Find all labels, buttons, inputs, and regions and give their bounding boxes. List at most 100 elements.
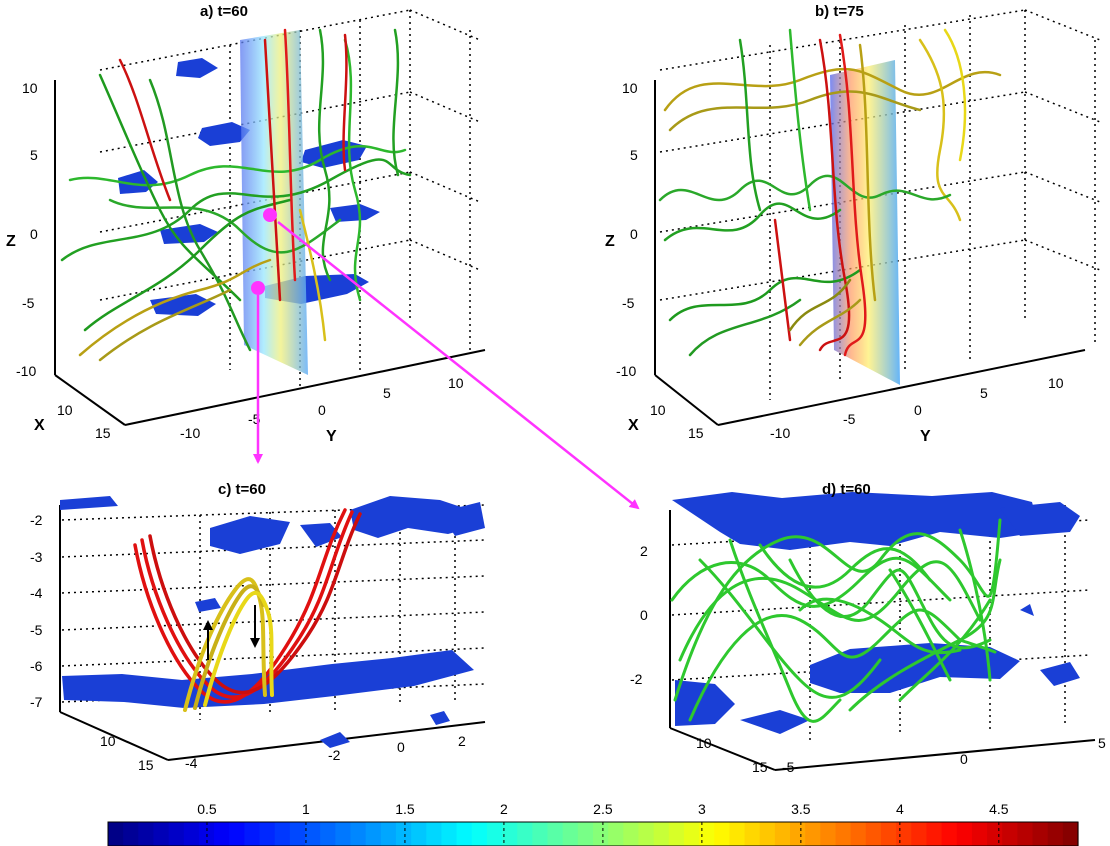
colorbar-segment xyxy=(805,822,821,846)
panel-d-z-tick: -2 xyxy=(630,671,643,687)
colorbar-segment xyxy=(744,822,761,846)
colorbar-segment xyxy=(214,822,230,846)
colorbar-tick-label: 3.5 xyxy=(791,801,811,817)
colorbar-segment xyxy=(395,822,412,846)
colorbar-segment xyxy=(941,822,958,846)
colorbar-segment xyxy=(987,822,1003,846)
colorbar-segment xyxy=(471,822,488,846)
panel-b-z-tick: -10 xyxy=(616,363,636,379)
panel-a: a) t=60 10 5 0 -5 -10 10 15 -10 -5 0 5 1… xyxy=(6,3,486,445)
panel-d-y-tick: -5 xyxy=(782,759,795,775)
colorbar-tick-label: 3 xyxy=(698,801,706,817)
colorbar-segment xyxy=(1032,822,1049,846)
panel-b-z-tick: 0 xyxy=(630,226,638,242)
colorbar-segment xyxy=(244,822,261,846)
colorbar-ticks: 0.5 1 1.5 2 2.5 3 3.5 4 4.5 xyxy=(197,801,1009,846)
panel-a-z-tick: 5 xyxy=(30,147,38,163)
colorbar-segment xyxy=(1002,822,1018,846)
panel-a-z-tick: -5 xyxy=(22,295,35,311)
colorbar-segment xyxy=(911,822,928,846)
colorbar-segment xyxy=(380,822,397,846)
colorbar-segment xyxy=(623,822,640,846)
panel-b-x-tick: 10 xyxy=(650,402,666,418)
panel-d: d) t=60 2 0 -2 10 15 -5 0 5 xyxy=(630,481,1106,775)
colorbar-tick-label: 4.5 xyxy=(989,801,1009,817)
panel-d-y-tick: 0 xyxy=(960,751,968,767)
colorbar-segment xyxy=(153,822,170,846)
panel-a-y-tick: 0 xyxy=(318,402,326,418)
panel-c-y-tick: 0 xyxy=(397,739,405,755)
colorbar-segment xyxy=(699,822,715,846)
colorbar-segment xyxy=(486,822,503,846)
colorbar-tick-label: 2.5 xyxy=(593,801,613,817)
panel-c: c) t=60 -2 -3 -4 -5 -6 -7 10 15 -4 -2 0 … xyxy=(30,481,486,773)
panel-d-z-tick: 2 xyxy=(640,543,648,559)
colorbar-segment xyxy=(759,822,776,846)
colorbar-segment xyxy=(517,822,533,846)
colorbar-tick-label: 2 xyxy=(500,801,508,817)
colorbar-segments xyxy=(108,822,1079,846)
marker-upper xyxy=(263,208,277,222)
colorbar-segment xyxy=(835,822,852,846)
colorbar-segment xyxy=(850,822,867,846)
colorbar-segment xyxy=(168,822,185,846)
panel-a-x-label: X xyxy=(34,417,45,434)
panel-c-z-tick: -2 xyxy=(30,512,43,528)
panel-b-y-tick: 5 xyxy=(980,385,988,401)
colorbar-segment xyxy=(335,822,352,846)
colorbar-segment xyxy=(532,822,549,846)
colorbar-segment xyxy=(608,822,624,846)
panel-a-z-label: Z xyxy=(6,233,16,250)
colorbar-segment xyxy=(971,822,988,846)
panel-c-title: c) t=60 xyxy=(218,481,266,498)
panel-a-y-tick: 10 xyxy=(448,375,464,391)
colorbar-frame xyxy=(107,821,1079,846)
colorbar-segment xyxy=(593,822,609,846)
panel-d-y-tick: 5 xyxy=(1098,735,1106,751)
colorbar-segment xyxy=(577,822,594,846)
panel-c-z-tick: -6 xyxy=(30,658,43,674)
colorbar-segment xyxy=(259,822,276,846)
panel-d-z-tick: 0 xyxy=(640,607,648,623)
colorbar-segment xyxy=(714,822,731,846)
panel-c-y-tick: -2 xyxy=(328,747,341,763)
colorbar-segment xyxy=(456,822,473,846)
colorbar-segment xyxy=(562,822,579,846)
panel-b: b) t=75 10 5 0 -5 -10 10 15 -10 -5 0 5 1… xyxy=(605,3,1101,445)
panel-a-y-tick: -10 xyxy=(180,425,200,441)
panel-c-z-tick: -3 xyxy=(30,549,43,565)
colorbar-segment xyxy=(502,822,518,846)
panel-a-title: a) t=60 xyxy=(200,3,248,20)
panel-d-x-tick: 15 xyxy=(752,759,768,775)
colorbar-tick-label: 1 xyxy=(302,801,310,817)
colorbar: 0.5 1 1.5 2 2.5 3 3.5 4 4.5 xyxy=(107,801,1079,846)
colorbar-segment xyxy=(1062,822,1079,846)
arrow-to-panel-d xyxy=(277,221,640,510)
panel-b-z-label: Z xyxy=(605,233,615,250)
colorbar-segment xyxy=(880,822,897,846)
panel-c-y-tick: 2 xyxy=(458,733,466,749)
colorbar-segment xyxy=(350,822,367,846)
colorbar-segment xyxy=(668,822,685,846)
panel-b-y-label: Y xyxy=(920,428,931,445)
colorbar-segment xyxy=(547,822,564,846)
colorbar-segment xyxy=(183,822,200,846)
panel-a-z-tick: 0 xyxy=(30,226,38,242)
panel-b-z-tick: 5 xyxy=(630,147,638,163)
colorbar-segment xyxy=(229,822,246,846)
panel-b-x-tick: 15 xyxy=(688,425,704,441)
panel-b-y-tick: 0 xyxy=(914,402,922,418)
panel-c-z-tick: -5 xyxy=(30,622,43,638)
colorbar-segment xyxy=(108,822,124,846)
colorbar-segment xyxy=(441,822,458,846)
panel-a-y-tick: 5 xyxy=(383,385,391,401)
panel-c-z-tick: -4 xyxy=(30,585,43,601)
colorbar-segment xyxy=(274,822,291,846)
panel-b-y-tick: 10 xyxy=(1048,375,1064,391)
colorbar-segment xyxy=(729,822,746,846)
colorbar-segment xyxy=(653,822,670,846)
colorbar-segment xyxy=(320,822,336,846)
panel-b-title: b) t=75 xyxy=(815,3,864,20)
colorbar-tick-label: 1.5 xyxy=(395,801,415,817)
